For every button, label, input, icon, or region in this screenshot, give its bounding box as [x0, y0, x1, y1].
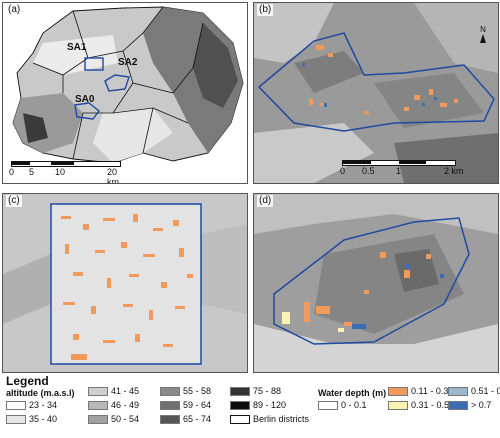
berlin-district-boundaries — [32, 6, 204, 160]
legend-label: Berlin districts — [253, 414, 310, 424]
study-area-map-c — [3, 194, 247, 372]
legend-swatch — [388, 400, 408, 410]
legend-label: 89 - 120 — [253, 400, 287, 410]
legend-item-water: 0.51 - 0.7 — [448, 386, 500, 396]
scale-bar-a: 0 5 10 20 km — [9, 161, 131, 184]
legend-item-altitude: 46 - 49 — [88, 400, 139, 410]
legend-item-altitude: 59 - 64 — [160, 400, 211, 410]
scale-bar-b: 0 0.5 1 2 km — [340, 160, 472, 180]
legend-swatch — [230, 414, 250, 424]
legend-swatch — [160, 386, 180, 396]
legend-label: 0.31 - 0.5 — [411, 400, 450, 410]
map-panel-a: (a) SA1 SA2 SA0 0 5 10 20 km — [2, 2, 248, 184]
legend-label: 0.11 - 0.3 — [411, 386, 449, 396]
panel-label-a: (a) — [6, 4, 23, 16]
scale-tick: 1 — [396, 166, 402, 176]
legend-swatch — [6, 400, 26, 410]
legend-swatch — [318, 400, 338, 410]
legend-swatch — [88, 400, 108, 410]
legend-item-altitude: 41 - 45 — [88, 386, 139, 396]
legend-label: 41 - 45 — [111, 386, 140, 396]
study-area-label-sa0: SA0 — [75, 94, 95, 105]
scale-tick: 2 km — [444, 166, 464, 176]
map-legend: Legend altitude (m.a.s.l) 23 - 34 35 - 4… — [0, 374, 500, 438]
map-panel-b: (b) N 0 0.5 1 2 km — [253, 2, 499, 184]
legend-swatch — [160, 400, 180, 410]
legend-item-altitude: 55 - 58 — [160, 386, 211, 396]
panel-label-c: (c) — [6, 195, 22, 207]
legend-label: > 0.7 — [471, 400, 492, 410]
study-area-map-d — [254, 194, 498, 372]
legend-label: 35 - 40 — [29, 414, 58, 424]
north-arrow-icon: N — [478, 25, 488, 43]
study-area-outlines — [74, 57, 130, 120]
legend-item-altitude: 23 - 34 — [6, 400, 57, 410]
legend-swatch — [448, 386, 468, 396]
water-depth-cells — [304, 252, 431, 326]
legend-item-altitude: 75 - 88 — [230, 386, 281, 396]
legend-item-water: 0.31 - 0.5 — [388, 400, 449, 410]
legend-swatch — [88, 414, 108, 424]
panel-label-d: (d) — [257, 195, 274, 207]
scale-tick: 20 km — [107, 167, 119, 184]
study-area-outline — [273, 217, 470, 345]
legend-label: 75 - 88 — [253, 386, 282, 396]
legend-item-altitude: 50 - 54 — [88, 414, 139, 424]
legend-label: 55 - 58 — [183, 386, 212, 396]
scale-tick: 10 — [55, 167, 66, 177]
study-area-outline — [50, 203, 202, 365]
scale-tick: 5 — [29, 167, 35, 177]
legend-item-water: > 0.7 — [448, 400, 491, 410]
legend-item-altitude: 65 - 74 — [160, 414, 211, 424]
legend-item-altitude: 35 - 40 — [6, 414, 57, 424]
legend-label: 23 - 34 — [29, 400, 58, 410]
legend-label: 59 - 64 — [183, 400, 212, 410]
legend-swatch — [448, 400, 468, 410]
map-panel-c: (c) — [2, 193, 248, 373]
legend-swatch — [160, 414, 180, 424]
study-area-label-sa2: SA2 — [118, 57, 138, 68]
legend-swatch — [6, 414, 26, 424]
altitude-legend-title: altitude (m.a.s.l) — [6, 388, 75, 398]
legend-title: Legend — [6, 374, 49, 388]
legend-swatch — [230, 386, 250, 396]
scale-tick: 0 — [9, 167, 15, 177]
legend-swatch — [388, 386, 408, 396]
legend-label: 0.51 - 0.7 — [471, 386, 500, 396]
water-depth-cells — [61, 214, 193, 360]
study-area-label-sa1: SA1 — [67, 42, 87, 53]
water-depth-legend-title: Water depth (m) — [318, 388, 387, 398]
map-panel-d: (d) — [253, 193, 499, 373]
legend-label: 0 - 0.1 — [341, 400, 367, 410]
scale-tick: 0 — [340, 166, 346, 176]
berlin-overview-map — [3, 3, 247, 183]
legend-item-water: 0 - 0.1 — [318, 400, 367, 410]
legend-label: 50 - 54 — [111, 414, 140, 424]
legend-item-altitude: 89 - 120 — [230, 400, 286, 410]
scale-tick: 0.5 — [362, 166, 375, 176]
north-label: N — [480, 25, 486, 34]
study-area-map-b — [254, 3, 498, 183]
legend-label: 46 - 49 — [111, 400, 140, 410]
legend-label: 65 - 74 — [183, 414, 212, 424]
legend-swatch — [88, 386, 108, 396]
legend-swatch — [230, 400, 250, 410]
legend-item-water: 0.11 - 0.3 — [388, 386, 448, 396]
panel-label-b: (b) — [257, 4, 274, 16]
legend-item-districts: Berlin districts — [230, 414, 309, 424]
study-area-outline — [257, 32, 495, 132]
